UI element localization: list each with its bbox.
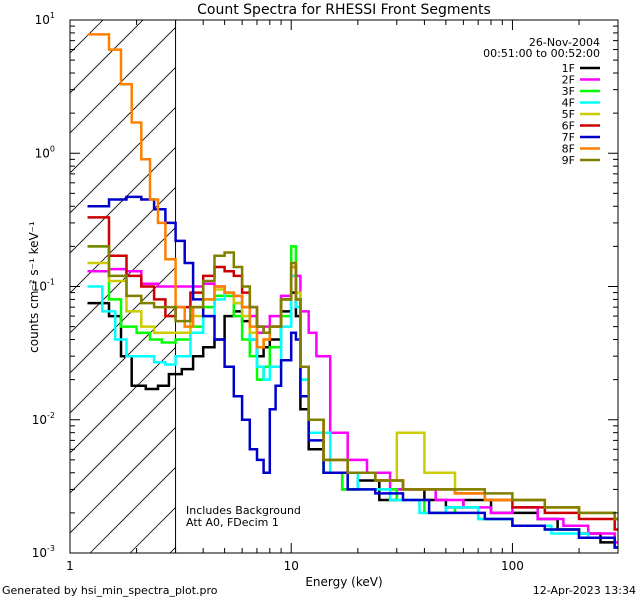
legend-label-2F: 2F	[562, 74, 575, 87]
legend-label-7F: 7F	[562, 131, 575, 144]
chart-title: Count Spectra for RHESSI Front Segments	[197, 2, 491, 18]
series-7F-line	[87, 195, 618, 549]
hatch-line	[70, 426, 176, 534]
y-tick-label: 10-2	[32, 411, 55, 427]
hatch-line	[70, 226, 176, 334]
y-tick-label: 100	[35, 144, 55, 160]
legend-label-9F: 9F	[562, 154, 575, 167]
y-tick-label: 101	[35, 11, 55, 27]
legend-label-3F: 3F	[562, 85, 575, 98]
legend-label-5F: 5F	[562, 108, 575, 121]
series-9F-line	[87, 245, 618, 521]
hatch-line	[70, 20, 144, 94]
generated-by-label: Generated by hsi_min_spectra_plot.pro	[2, 584, 218, 597]
y-axis-label: counts cm⁻² s⁻¹ keV⁻¹	[27, 221, 41, 353]
axis-ticks: 1 10 100 101 100 10-1 10-2 10-3	[32, 11, 619, 573]
annotation-background: Includes Background	[186, 504, 301, 517]
date-label: 26-Nov-2004	[529, 36, 600, 49]
legend-label-6F: 6F	[562, 120, 575, 133]
x-tick-label: 100	[501, 559, 524, 573]
x-tick-label: 10	[284, 559, 299, 573]
x-tick-label: 1	[66, 559, 74, 573]
hatch-line	[70, 386, 176, 494]
y-tick-label: 10-1	[32, 278, 55, 294]
series-4F-line	[87, 274, 618, 549]
hatch-line	[70, 26, 176, 134]
annotation-attenuator: Att A0, FDecim 1	[186, 516, 279, 529]
legend-label-1F: 1F	[562, 62, 575, 75]
timestamp-label: 12-Apr-2023 13:34	[533, 584, 636, 597]
legend-label-8F: 8F	[562, 143, 575, 156]
series-group	[87, 33, 618, 549]
legend-label-4F: 4F	[562, 97, 575, 110]
x-axis-label: Energy (keV)	[305, 575, 382, 589]
y-tick-label: 10-3	[32, 544, 55, 560]
time-range-label: 00:51:00 to 00:52:00	[483, 47, 600, 60]
